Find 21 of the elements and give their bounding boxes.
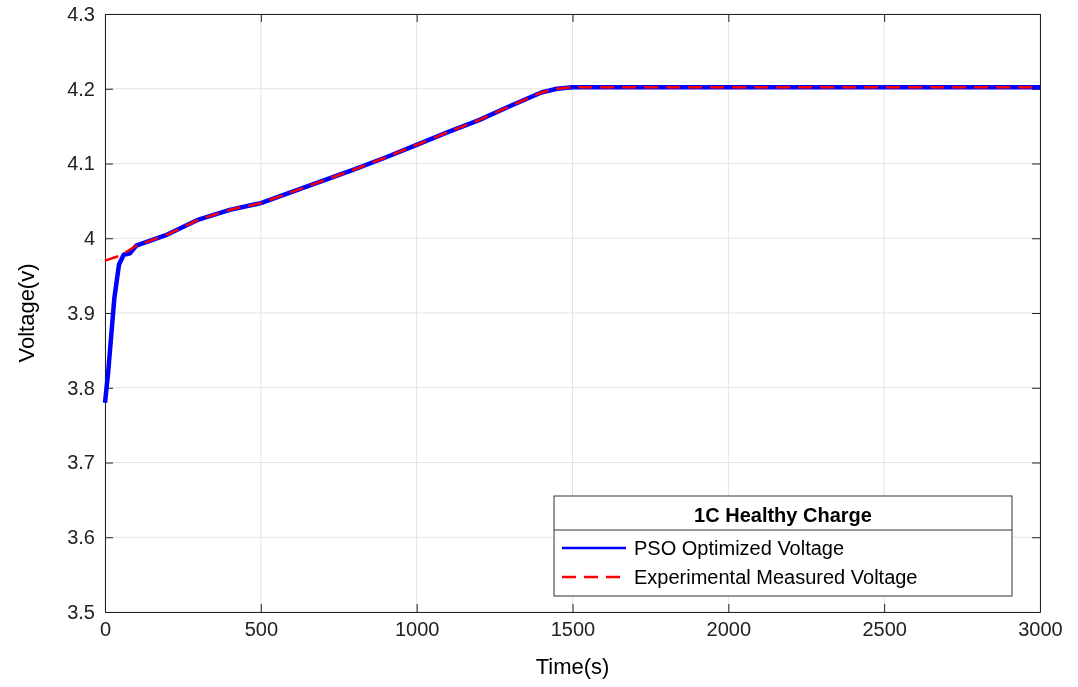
- y-axis-title: Voltage(v): [14, 263, 39, 363]
- y-tick-label: 3.7: [67, 451, 95, 474]
- y-tick-label: 3.8: [67, 376, 95, 399]
- y-tick-label: 4.1: [67, 152, 95, 175]
- y-tick-label: 3.6: [67, 526, 95, 549]
- y-tick-label: 3.9: [67, 301, 95, 324]
- legend-label: Experimental Measured Voltage: [634, 566, 918, 588]
- y-tick-label: 4: [83, 227, 95, 250]
- x-axis-title: Time(s): [535, 654, 610, 679]
- y-tick-label: 4.3: [67, 2, 95, 25]
- x-tick-label: 2500: [862, 618, 907, 641]
- y-tick-label: 3.5: [67, 600, 95, 623]
- x-tick-label: 3000: [1018, 618, 1063, 641]
- x-tick-label: 2000: [706, 618, 752, 641]
- x-tick-label: 1500: [550, 618, 596, 641]
- legend-title: 1C Healthy Charge: [694, 504, 872, 526]
- x-tick-label: 0: [99, 618, 112, 641]
- legend-label: PSO Optimized Voltage: [634, 537, 845, 559]
- y-tick-label: 4.2: [67, 77, 95, 100]
- x-tick-label: 1000: [394, 618, 440, 641]
- x-tick-label: 500: [244, 618, 279, 641]
